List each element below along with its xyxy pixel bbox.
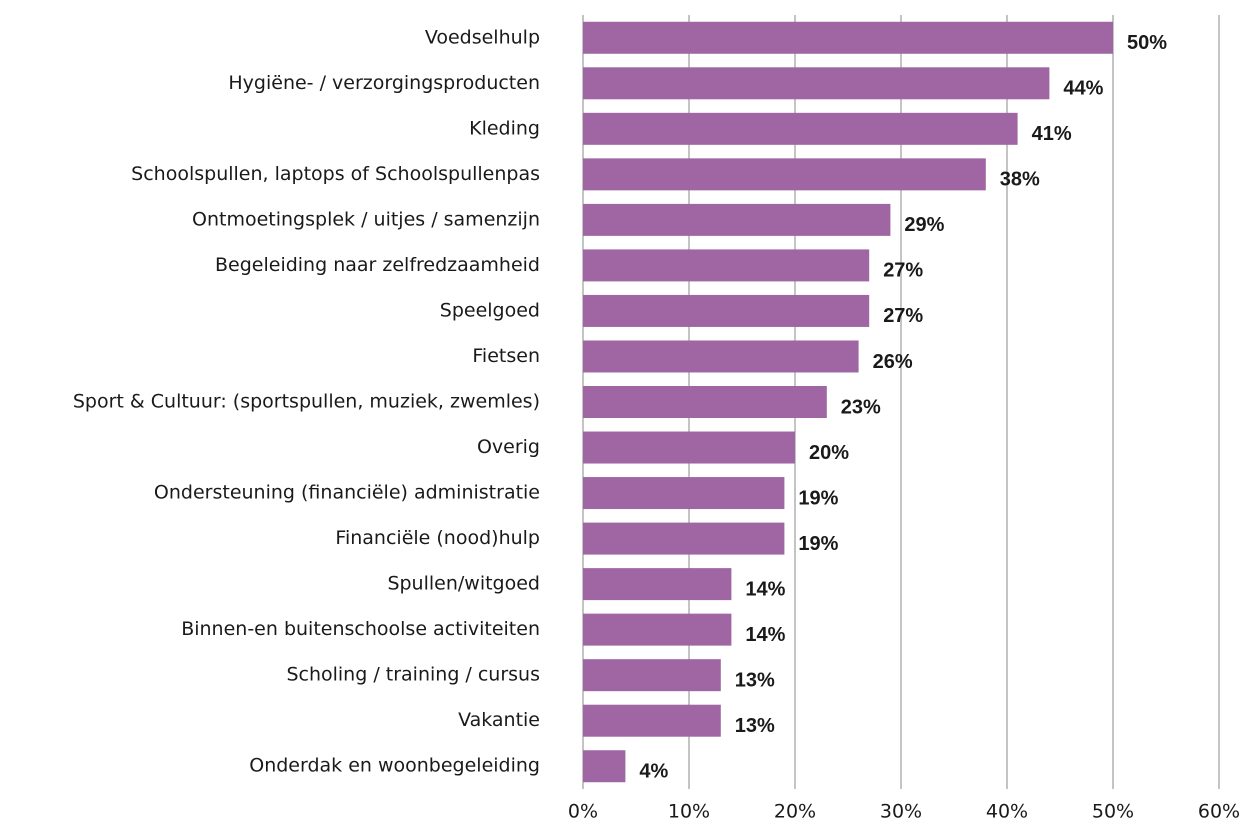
x-tick-label: 40% bbox=[986, 801, 1028, 823]
bar bbox=[583, 568, 732, 601]
bar bbox=[583, 340, 859, 373]
value-label: 4% bbox=[639, 761, 668, 783]
value-label: 27% bbox=[883, 260, 923, 282]
bar bbox=[583, 704, 721, 737]
x-tick-label: 60% bbox=[1198, 801, 1240, 823]
y-tick-label: Financiële (nood)hulp bbox=[335, 527, 540, 549]
x-tick-label: 30% bbox=[880, 801, 922, 823]
y-tick-label: Spullen/witgoed bbox=[387, 573, 540, 595]
value-label: 38% bbox=[1000, 169, 1040, 191]
value-label: 26% bbox=[873, 351, 913, 373]
bar bbox=[583, 249, 870, 282]
value-label: 20% bbox=[809, 442, 849, 464]
x-tick-label: 20% bbox=[774, 801, 816, 823]
y-tick-label: Ontmoetingsplek / uitjes / samenzijn bbox=[192, 208, 540, 230]
y-tick-label: Vakantie bbox=[458, 709, 540, 731]
bar bbox=[583, 158, 986, 191]
y-tick-label: Onderdak en woonbegeleiding bbox=[249, 755, 540, 777]
bar bbox=[583, 21, 1113, 54]
x-tick-label: 0% bbox=[568, 801, 598, 823]
y-tick-label: Scholing / training / cursus bbox=[286, 664, 540, 686]
y-tick-label: Binnen-en buitenschoolse activiteiten bbox=[181, 618, 540, 640]
y-tick-label: Voedselhulp bbox=[425, 26, 540, 48]
bar bbox=[583, 750, 626, 783]
y-tick-label: Begeleiding naar zelfredzaamheid bbox=[215, 254, 540, 276]
value-label: 13% bbox=[735, 715, 775, 737]
bar bbox=[583, 203, 891, 236]
value-label: 19% bbox=[798, 533, 838, 555]
bar bbox=[583, 431, 795, 464]
bar bbox=[583, 386, 827, 418]
bar bbox=[583, 613, 732, 646]
bar bbox=[583, 67, 1050, 100]
value-label: 29% bbox=[904, 214, 944, 236]
y-tick-label: Sport & Cultuur: (sportspullen, muziek, … bbox=[73, 391, 540, 413]
value-label: 13% bbox=[735, 669, 775, 691]
y-tick-label: Speelgoed bbox=[440, 299, 540, 321]
y-tick-label: Schoolspullen, laptops of Schoolspullenp… bbox=[131, 163, 540, 185]
bar bbox=[583, 522, 785, 555]
x-tick-label: 10% bbox=[668, 801, 710, 823]
value-label: 27% bbox=[883, 305, 923, 327]
value-label: 23% bbox=[841, 396, 881, 418]
value-label: 14% bbox=[745, 578, 785, 600]
value-label: 44% bbox=[1063, 78, 1103, 100]
y-tick-label: Overig bbox=[477, 436, 540, 458]
value-label: 41% bbox=[1032, 123, 1072, 145]
bar bbox=[583, 659, 721, 692]
y-tick-label: Hygiëne- / verzorgingsproducten bbox=[228, 72, 540, 94]
bar bbox=[583, 294, 870, 327]
y-tick-label: Fietsen bbox=[472, 345, 540, 367]
bar bbox=[583, 477, 785, 510]
bar bbox=[583, 112, 1018, 145]
y-tick-label: Kleding bbox=[469, 117, 540, 139]
value-label: 19% bbox=[798, 487, 838, 509]
x-tick-label: 50% bbox=[1092, 801, 1134, 823]
value-label: 14% bbox=[745, 624, 785, 646]
y-tick-label: Ondersteuning (financiële) administratie bbox=[154, 482, 540, 504]
value-label: 50% bbox=[1127, 32, 1167, 54]
